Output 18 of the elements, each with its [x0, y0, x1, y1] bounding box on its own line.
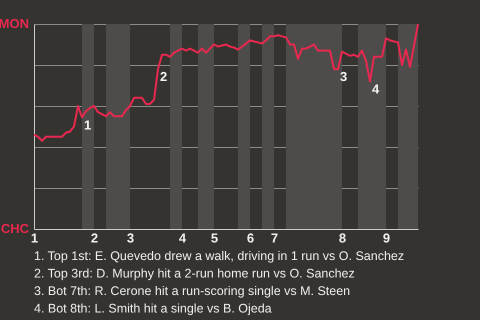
x-tick-label: 7 [270, 230, 278, 246]
text: 1. Top 1st: E. Quevedo drew a walk, driving in 1 run vs O. Sanchez [34, 249, 404, 263]
x-tick-label: 3 [126, 230, 134, 246]
x-tick-label: 2 [90, 230, 98, 246]
annotation: 4 [372, 81, 380, 96]
text: 4. Bot 8th: L. Smith hit a single vs B. Ojeda [34, 302, 272, 316]
x-tick-label: 4 [178, 230, 187, 246]
text: 3. Bot 7th: R. Cerone hit a run-scoring single vs M. Steen [34, 284, 350, 298]
x-tick-label: 9 [382, 230, 390, 246]
text: 2. Top 3rd: D. Murphy hit a 2-run home run vs O. Sanchez [34, 266, 355, 280]
text: CHC [0, 221, 30, 236]
annotation: 2 [160, 69, 168, 84]
x-tick-label: 6 [246, 230, 254, 246]
x-tick-label: 5 [210, 230, 218, 246]
annotation: 1 [84, 117, 92, 132]
x-tick-label: 1 [30, 230, 38, 246]
annotation: 3 [340, 69, 348, 84]
x-tick-label: 8 [338, 230, 346, 246]
